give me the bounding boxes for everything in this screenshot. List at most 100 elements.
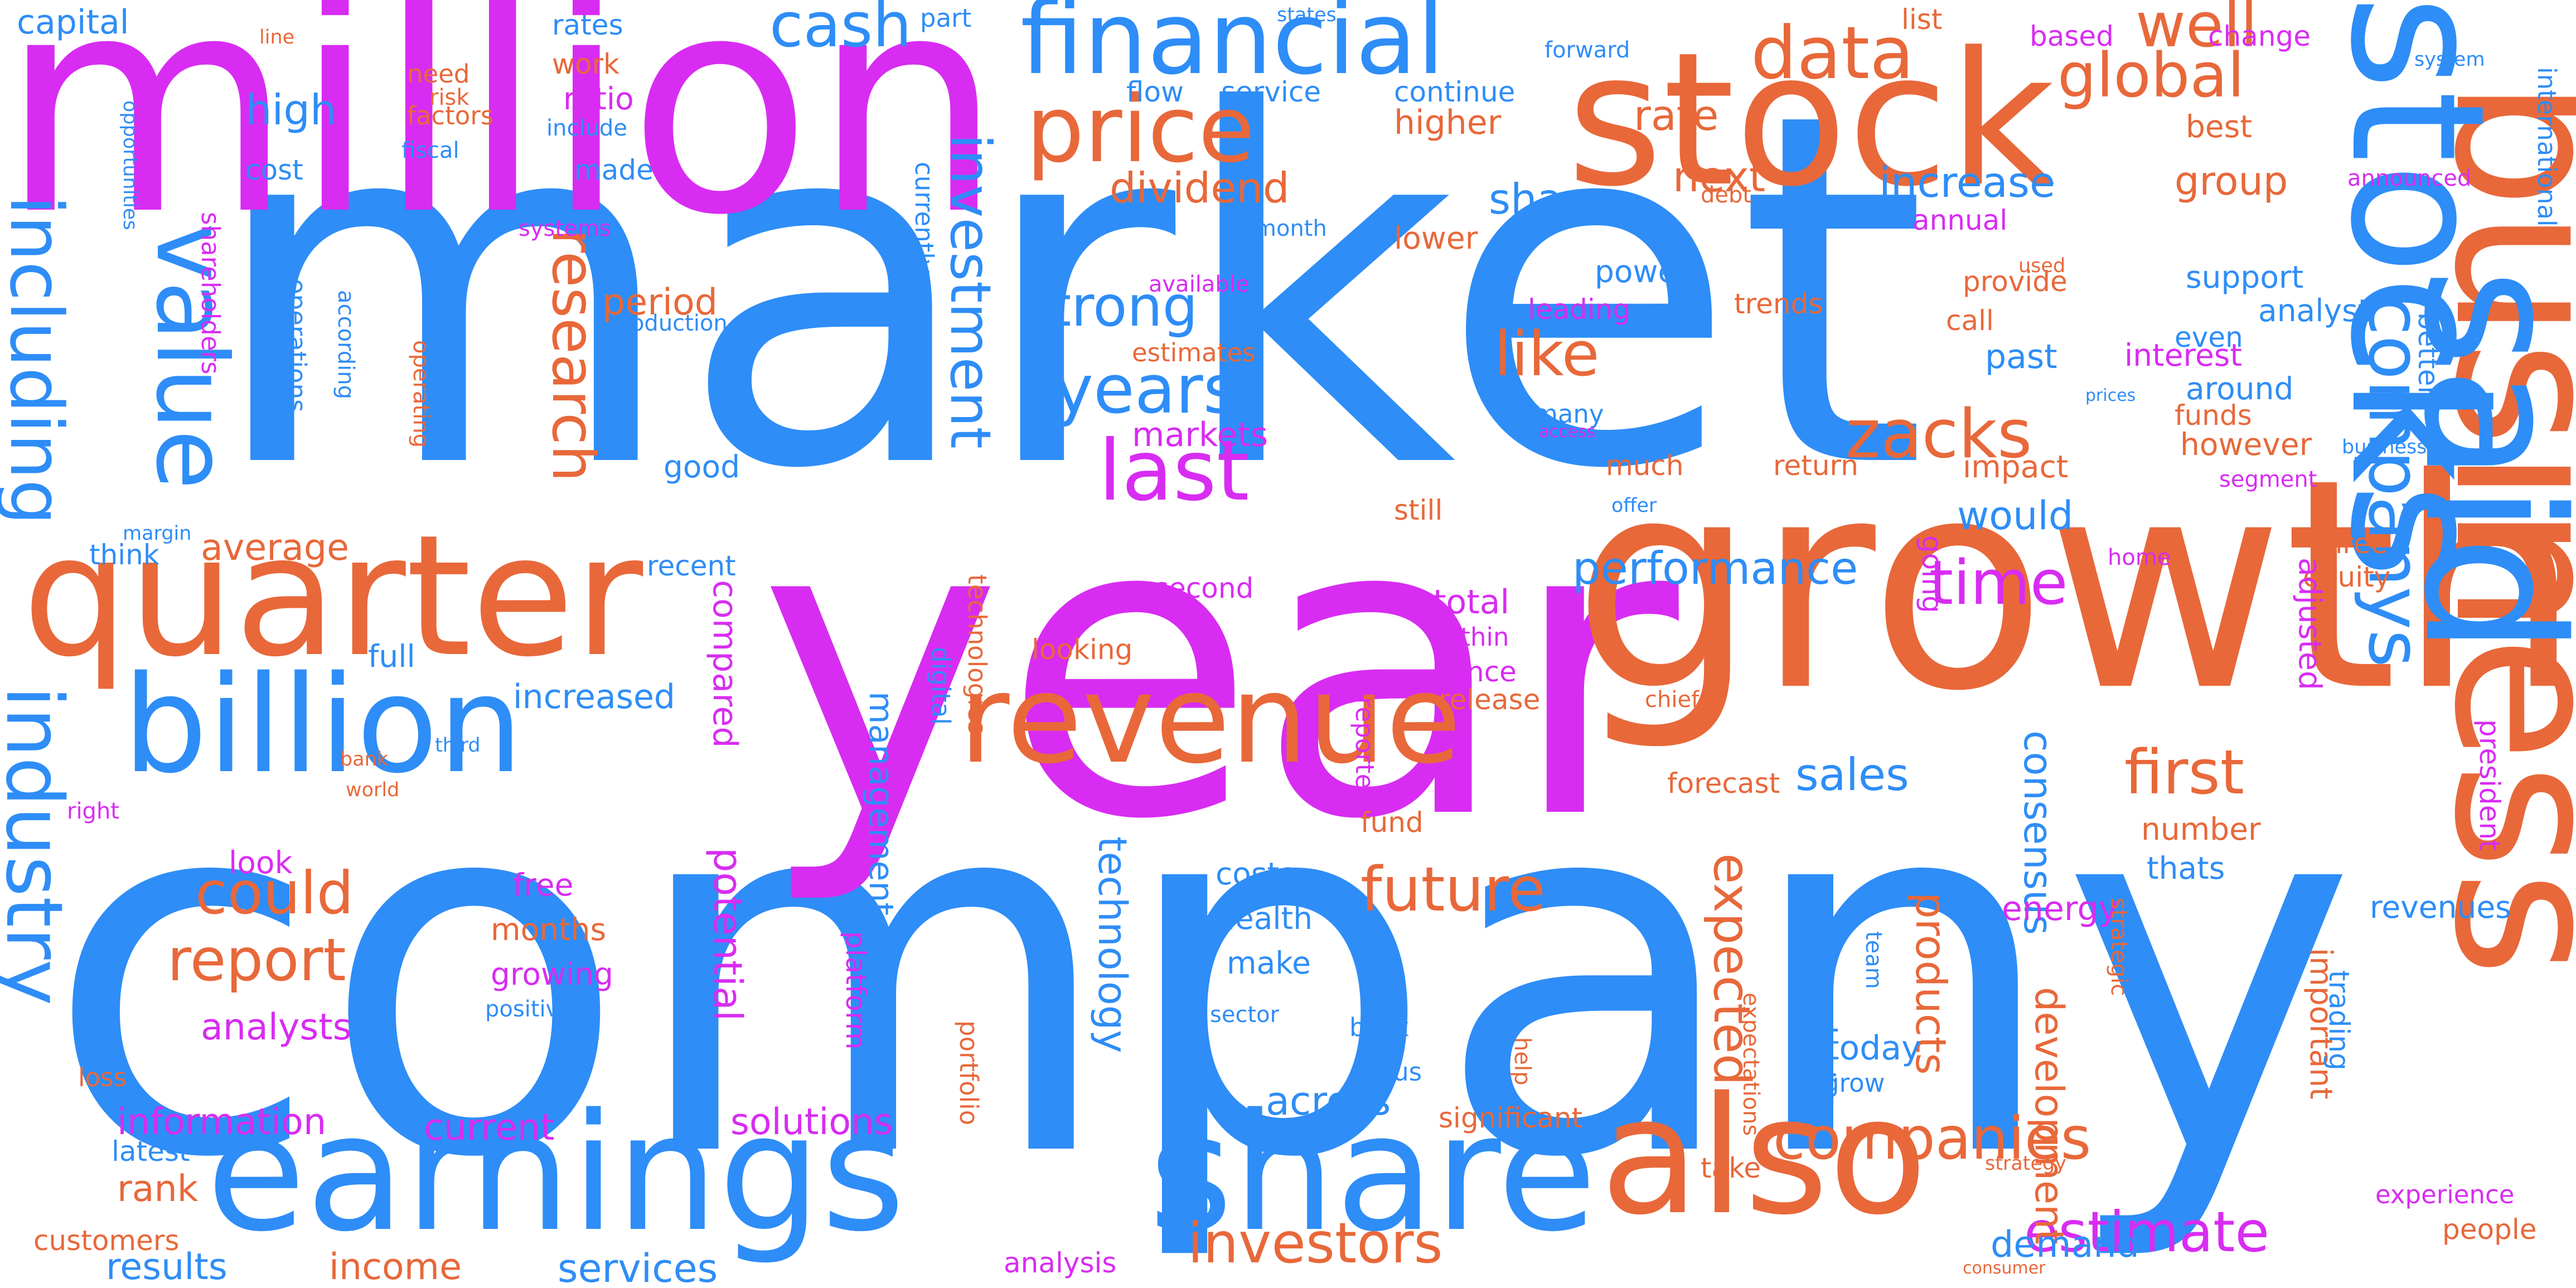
cloud-word: management bbox=[861, 691, 900, 916]
cloud-word: continue bbox=[1394, 76, 1515, 108]
cloud-word: financial bbox=[1020, 0, 1445, 97]
cloud-word: access bbox=[1539, 422, 1596, 442]
cloud-word: rate bbox=[1634, 91, 1719, 140]
cloud-word: work bbox=[552, 48, 619, 80]
cloud-word: demand bbox=[1991, 1224, 2139, 1266]
cloud-word: capital bbox=[17, 3, 129, 42]
cloud-word: time bbox=[1929, 547, 2068, 618]
cloud-word: equity bbox=[2303, 561, 2391, 593]
cloud-word: list bbox=[1901, 3, 1943, 36]
cloud-word: energy bbox=[2002, 889, 2119, 928]
cloud-word: look bbox=[229, 845, 293, 880]
cloud-word: price bbox=[1026, 76, 1255, 183]
cloud-word: sales bbox=[1795, 749, 1909, 801]
cloud-word: analysts bbox=[201, 1006, 352, 1048]
cloud-word: looking bbox=[1032, 633, 1133, 666]
cloud-word: current bbox=[424, 1107, 555, 1149]
cloud-word: including bbox=[0, 195, 79, 526]
cloud-word: stock bbox=[1567, 13, 2055, 227]
cloud-word: risk bbox=[429, 85, 469, 110]
cloud-word: home bbox=[2108, 545, 2171, 570]
cloud-word: month bbox=[1255, 216, 1327, 241]
cloud-word: latest bbox=[112, 1135, 190, 1168]
cloud-word: cost bbox=[245, 154, 303, 186]
cloud-word: average bbox=[201, 527, 350, 569]
cloud-word: customers bbox=[33, 1224, 180, 1257]
cloud-word: annual bbox=[1912, 204, 2008, 236]
cloud-word: used bbox=[2018, 255, 2066, 277]
cloud-word: best bbox=[2186, 109, 2252, 144]
cloud-word: people bbox=[2442, 1213, 2537, 1246]
cloud-word: rates bbox=[552, 9, 623, 41]
cloud-word: bank bbox=[340, 748, 389, 771]
cloud-word: release bbox=[1439, 684, 1541, 716]
cloud-word: service bbox=[1221, 76, 1321, 108]
cloud-word: debt bbox=[1701, 182, 1752, 208]
cloud-word: expectations bbox=[1738, 992, 1764, 1136]
cloud-word: flow bbox=[1126, 76, 1184, 108]
cloud-word: around bbox=[2186, 371, 2294, 406]
cloud-word: also bbox=[1600, 1063, 1928, 1251]
cloud-word: available bbox=[1149, 272, 1250, 297]
cloud-word: operating bbox=[408, 340, 434, 448]
cloud-word: many bbox=[1533, 399, 1604, 429]
cloud-word: estimate bbox=[2024, 1199, 2270, 1265]
cloud-word: platform bbox=[840, 931, 872, 1050]
cloud-word: margin bbox=[123, 522, 192, 545]
cloud-word: total bbox=[1433, 583, 1510, 622]
cloud-word: make bbox=[1227, 945, 1311, 981]
cloud-word: president bbox=[2473, 719, 2506, 851]
cloud-word: right bbox=[67, 798, 119, 824]
cloud-word: cash bbox=[769, 0, 912, 61]
cloud-word: line bbox=[259, 26, 295, 49]
cloud-word: operations bbox=[282, 279, 312, 413]
cloud-word: full bbox=[368, 638, 415, 674]
cloud-word: market bbox=[206, 10, 1928, 575]
cloud-word: focus bbox=[1355, 1057, 1422, 1087]
cloud-word: company bbox=[45, 684, 2357, 1267]
cloud-word: number bbox=[2141, 811, 2261, 847]
cloud-word: take bbox=[1701, 1152, 1761, 1184]
cloud-word: experience bbox=[2375, 1180, 2515, 1209]
cloud-word: costs bbox=[1216, 856, 1295, 892]
cloud-word: offer bbox=[1611, 495, 1657, 517]
cloud-word: data bbox=[1751, 11, 1914, 95]
cloud-word: positive bbox=[485, 996, 573, 1022]
cloud-word: better bbox=[2412, 312, 2444, 398]
cloud-word: share bbox=[1149, 1079, 1597, 1267]
cloud-word: recent bbox=[647, 550, 736, 582]
cloud-word: period bbox=[602, 282, 718, 323]
cloud-word: information bbox=[117, 1101, 327, 1143]
cloud-word: group bbox=[2175, 158, 2288, 204]
cloud-word: years bbox=[1054, 351, 1238, 429]
cloud-word: much bbox=[1606, 449, 1684, 482]
cloud-word: change bbox=[2208, 20, 2311, 52]
cloud-word: could bbox=[195, 859, 354, 927]
cloud-word: within bbox=[1433, 622, 1509, 652]
cloud-word: call bbox=[1946, 304, 1994, 337]
cloud-word: going bbox=[1916, 535, 1948, 613]
cloud-word: dividend bbox=[1110, 163, 1290, 212]
cloud-word: ratio bbox=[563, 81, 634, 117]
cloud-word: like bbox=[1494, 318, 1600, 390]
cloud-word: revenue bbox=[959, 648, 1461, 791]
cloud-word: development bbox=[2026, 987, 2072, 1245]
cloud-word: strong bbox=[1020, 274, 1198, 339]
cloud-word: trends bbox=[1734, 288, 1823, 320]
cloud-word: income bbox=[329, 1246, 462, 1288]
cloud-word: three bbox=[2314, 527, 2388, 560]
cloud-word: include bbox=[546, 115, 627, 141]
cloud-word: third bbox=[435, 734, 481, 757]
cloud-word: rank bbox=[117, 1168, 198, 1210]
cloud-word: global bbox=[2057, 40, 2245, 111]
cloud-word: million bbox=[0, 0, 1003, 281]
cloud-word: past bbox=[1985, 337, 2057, 376]
cloud-word: strategic bbox=[2106, 898, 2132, 996]
cloud-word: loss bbox=[78, 1063, 127, 1092]
cloud-word: services bbox=[558, 1246, 718, 1288]
cloud-word: portfolio bbox=[954, 1020, 984, 1126]
cloud-word: adjusted bbox=[2292, 558, 2328, 690]
cloud-word: return bbox=[1773, 449, 1858, 482]
cloud-word: back bbox=[1349, 1013, 1409, 1042]
